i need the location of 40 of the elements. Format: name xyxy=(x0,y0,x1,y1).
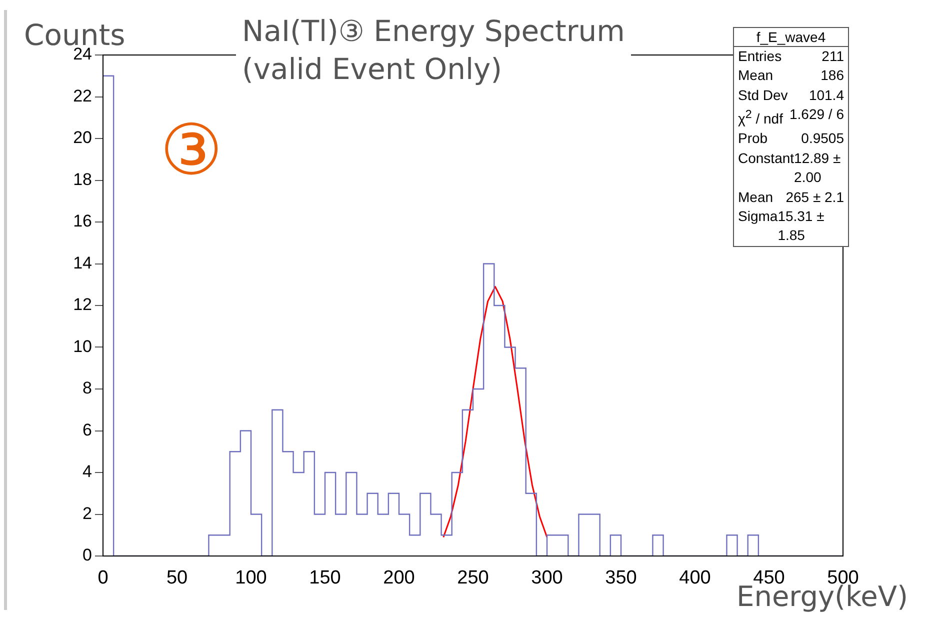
annotation: 1.629 / 6 xyxy=(790,105,844,124)
annotation: 12.89 ± 2.00 xyxy=(794,148,842,188)
x-tick-label: 250 xyxy=(457,568,489,589)
annotation: Constant xyxy=(738,148,794,168)
x-tick-label: 50 xyxy=(166,568,188,589)
annotation: 15.31 ± 1.85 xyxy=(778,206,826,246)
annotation: Std Dev xyxy=(738,86,788,105)
annotation: ③ xyxy=(160,109,223,191)
y-tick-label: 4 xyxy=(82,462,92,482)
text: f_E_wave4 xyxy=(734,28,848,47)
y-tick-label: 0 xyxy=(82,546,92,565)
annotation: χ$^{2}$ / ndf xyxy=(738,107,783,129)
annotation: Entries xyxy=(738,47,782,66)
x-tick-label: 100 xyxy=(235,568,267,589)
x-tick-label: 150 xyxy=(309,568,341,589)
annotation: 101.4 xyxy=(808,86,844,105)
y-tick-label: 6 xyxy=(82,420,92,440)
x-tick-label: 300 xyxy=(531,568,563,589)
annotation: Sigma xyxy=(738,206,778,226)
annotation: 186 xyxy=(820,66,844,86)
y-tick-label: 20 xyxy=(73,128,92,148)
y-tick-label: 8 xyxy=(82,378,92,398)
x-tick-label: 200 xyxy=(383,568,415,589)
y-tick-label: 12 xyxy=(73,295,92,314)
y-tick-label: 14 xyxy=(73,253,92,272)
annotation: 265 ± 2.1 xyxy=(786,188,844,206)
annotation: 211 xyxy=(822,47,844,66)
annotation: 0.9505 xyxy=(801,129,844,148)
x-tick-label: 350 xyxy=(605,568,637,589)
x-tick-label: 400 xyxy=(679,568,711,589)
y-tick-label: 10 xyxy=(73,336,92,356)
chart-title: NaI(Tl)③ Energy Spectrum (valid Event Only) xyxy=(236,12,631,88)
annotation: Mean xyxy=(738,66,774,86)
x-tick-label: 0 xyxy=(98,568,108,589)
y-tick-label: 18 xyxy=(73,170,92,189)
y-tick-label: 16 xyxy=(73,212,92,231)
annotation: Mean xyxy=(738,188,774,206)
annotation: Prob xyxy=(738,129,768,148)
y-tick-label: 2 xyxy=(82,504,92,523)
y-tick-label: 22 xyxy=(73,86,92,106)
